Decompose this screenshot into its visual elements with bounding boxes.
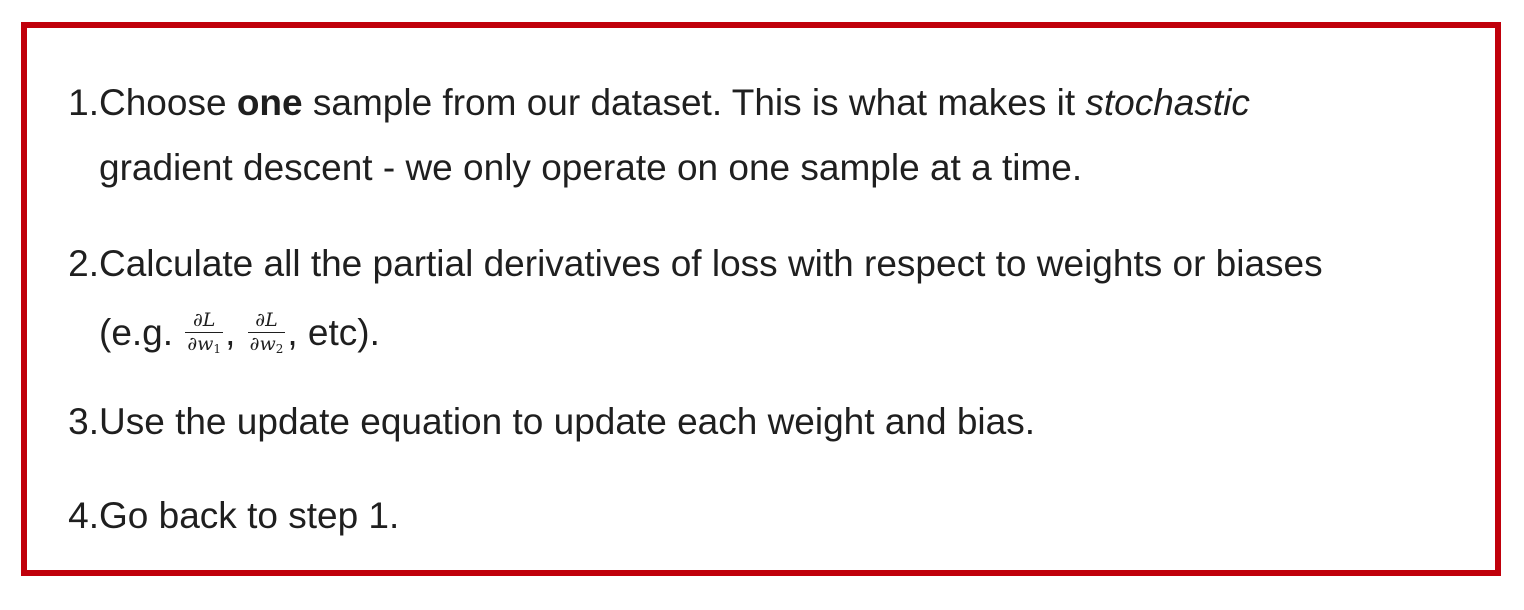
step-text: , etc). [287,312,380,353]
step-text-line: Calculate all the partial derivatives of… [99,243,1323,284]
subscript: 1 [213,342,222,357]
partial-derivative-fraction-2: ∂L ∂w2 [247,311,286,357]
fraction-numerator: ∂L [185,311,224,334]
step-number: 3. [68,401,99,442]
step-text-line: gradient descent - we only operate on on… [99,147,1083,188]
denominator-text: ∂w [249,333,276,356]
highlight-frame: 1. Choose one sample from our dataset. T… [21,22,1501,576]
partial-derivative-fraction-1: ∂L ∂w1 [185,311,224,357]
fraction-denominator: ∂w1 [185,333,223,357]
step-text-line: Go back to step 1. [99,495,400,536]
step-text: (e.g. [99,312,184,353]
fraction-numerator: ∂L [247,311,286,334]
step-text: Choose [99,82,237,123]
separator: , [225,312,246,353]
emphasis-italic: stochastic [1085,82,1250,123]
fraction-denominator: ∂w2 [248,333,286,357]
step-number: 1. [68,82,99,123]
denominator-text: ∂w [187,333,214,356]
step-number: 4. [68,495,99,536]
step-number: 2. [68,243,99,284]
step-text-line: Use the update equation to update each w… [99,401,1035,442]
step-text: sample from our dataset. This is what ma… [302,82,1086,123]
step-text-line: Choose one sample from our dataset. This… [99,82,1250,124]
subscript: 2 [275,342,284,357]
step-text-line: (e.g. ∂L ∂w1, ∂L ∂w2, etc). [99,311,380,357]
emphasis-bold: one [236,82,303,123]
